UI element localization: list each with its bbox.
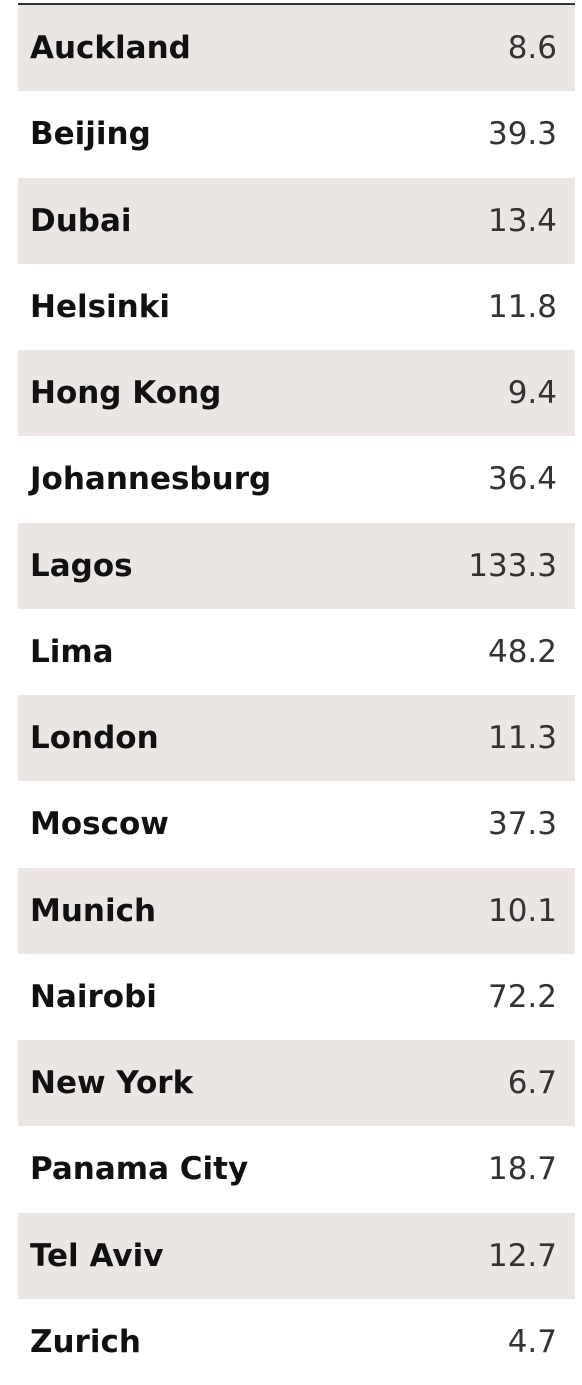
city-value: 39.3 bbox=[487, 116, 557, 153]
city-name: Panama City bbox=[30, 1151, 249, 1188]
table-row: Moscow 37.3 bbox=[18, 781, 575, 867]
table-row: Johannesburg 36.4 bbox=[18, 436, 575, 522]
city-value: 8.6 bbox=[507, 30, 557, 67]
city-name: Dubai bbox=[30, 202, 132, 239]
table-row: Hong Kong 9.4 bbox=[18, 350, 575, 437]
city-name: Lagos bbox=[30, 547, 133, 584]
city-value: 11.8 bbox=[487, 288, 557, 325]
table-row: New York 6.7 bbox=[18, 1040, 575, 1127]
table-row: Panama City 18.7 bbox=[18, 1126, 575, 1212]
city-name: Johannesburg bbox=[30, 461, 272, 498]
city-name: Tel Aviv bbox=[30, 1237, 164, 1274]
table-row: London 11.3 bbox=[18, 695, 575, 782]
table-row: Lagos 133.3 bbox=[18, 522, 575, 609]
city-name: New York bbox=[30, 1065, 194, 1102]
city-name: Zurich bbox=[30, 1323, 141, 1360]
city-value: 11.3 bbox=[487, 720, 557, 757]
city-value: 133.3 bbox=[468, 547, 557, 584]
city-name: Beijing bbox=[30, 116, 151, 153]
city-name: Helsinki bbox=[30, 288, 170, 325]
table-row: Munich 10.1 bbox=[18, 867, 575, 954]
table-row: Lima 48.2 bbox=[18, 609, 575, 695]
table-row: Auckland 8.6 bbox=[18, 5, 575, 92]
city-value: 13.4 bbox=[487, 202, 557, 239]
city-value: 18.7 bbox=[487, 1151, 557, 1188]
city-name: Auckland bbox=[30, 30, 191, 67]
city-value: 12.7 bbox=[487, 1237, 557, 1274]
city-value: 48.2 bbox=[487, 633, 557, 670]
table: Auckland 8.6 Beijing 39.3 Dubai 13.4 Helsinki 1… bbox=[18, 3, 575, 1385]
city-value: 10.1 bbox=[487, 892, 557, 929]
city-value: 9.4 bbox=[507, 375, 557, 412]
city-name: Nairobi bbox=[30, 978, 157, 1015]
table-row: Beijing 39.3 bbox=[18, 91, 575, 177]
table-row: Tel Aviv 12.7 bbox=[18, 1212, 575, 1299]
city-name: Munich bbox=[30, 892, 157, 929]
table-row: Zurich 4.7 bbox=[18, 1299, 575, 1385]
city-value: 37.3 bbox=[487, 806, 557, 843]
city-value: 4.7 bbox=[507, 1323, 557, 1360]
city-name: Lima bbox=[30, 633, 114, 670]
table-row: Dubai 13.4 bbox=[18, 177, 575, 264]
city-value: 36.4 bbox=[487, 461, 557, 498]
city-value: 6.7 bbox=[507, 1065, 557, 1102]
table-row: Helsinki 11.8 bbox=[18, 264, 575, 350]
city-name: Hong Kong bbox=[30, 375, 222, 412]
city-value: 72.2 bbox=[487, 978, 557, 1015]
city-name: London bbox=[30, 720, 159, 757]
city-name: Moscow bbox=[30, 806, 169, 843]
table-row: Nairobi 72.2 bbox=[18, 954, 575, 1040]
